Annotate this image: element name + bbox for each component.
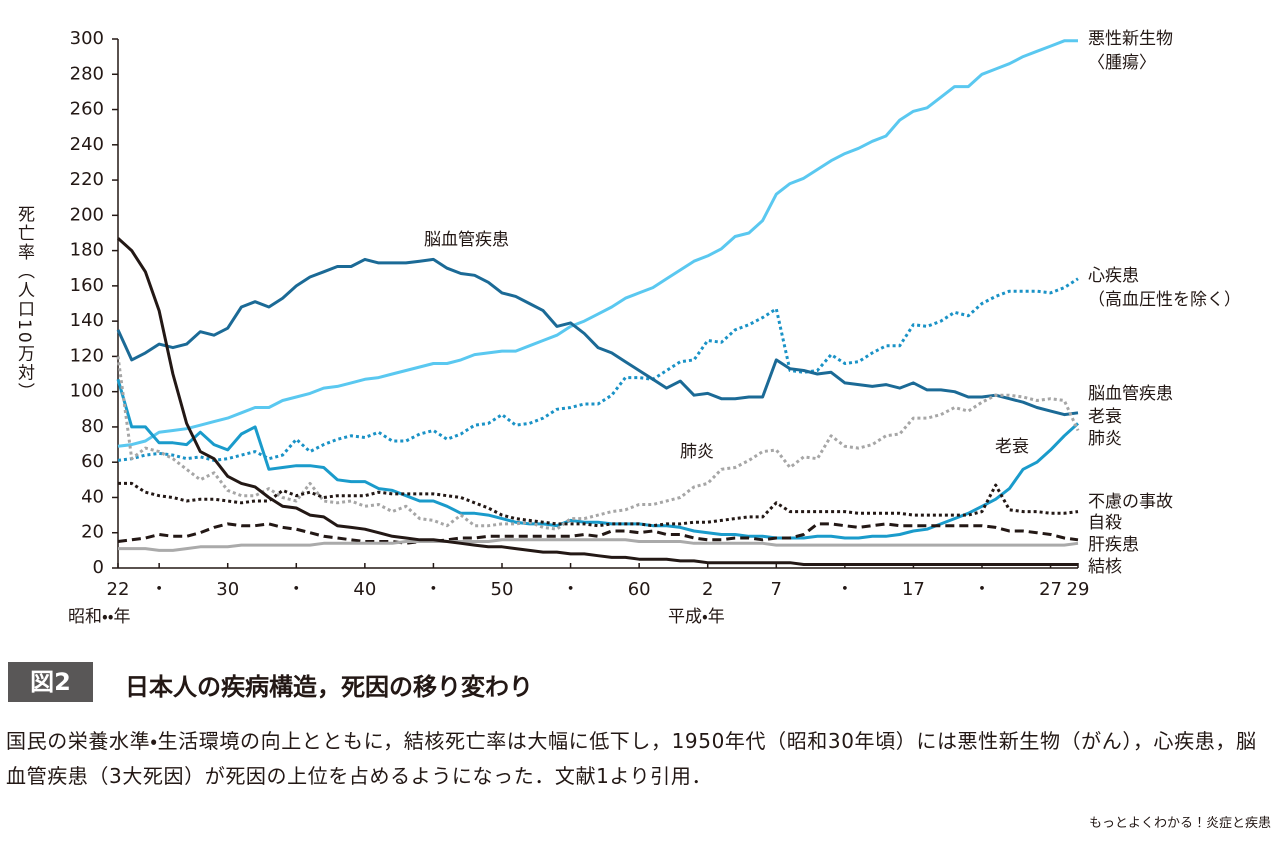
x-tick-label: ・	[424, 579, 442, 600]
figure-title: 日本人の疾病構造，死因の移り変わり	[125, 673, 533, 701]
series-label: 肺炎	[1088, 429, 1122, 449]
y-tick-label: 300	[70, 28, 104, 49]
y-tick-label: 80	[81, 416, 104, 437]
series-line	[116, 378, 1080, 540]
y-axis-label: 死亡率（人口10万対）	[14, 205, 34, 402]
y-tick-label: 120	[70, 345, 104, 366]
x-tick-label: 22	[107, 579, 130, 600]
y-tick-label: 200	[70, 204, 104, 225]
y-tick-label: 20	[81, 522, 104, 543]
y-tick-label: 240	[70, 134, 104, 155]
y-tick-label: 260	[70, 99, 104, 120]
figure-caption: 国民の栄養水準・生活環境の向上とともに，結核死亡率は大幅に低下し，1950年代（…	[6, 729, 1257, 788]
series-line	[117, 522, 1079, 545]
series-label: 脳血管疾患	[1088, 384, 1173, 404]
x-tick-label: 30	[216, 579, 239, 600]
series-line	[116, 257, 1079, 417]
y-tick-label: 0	[93, 557, 104, 578]
series-line	[116, 237, 1078, 566]
x-tick-label: 29	[1067, 579, 1090, 600]
source: もっとよくわかる！炎症と疾患	[1088, 816, 1271, 831]
x-tick-label: 7	[771, 579, 782, 600]
chart: 0204060801001201401601802002202402602803…	[68, 28, 1090, 627]
y-tick-label: 140	[70, 310, 104, 331]
y-tick-label: 40	[81, 486, 104, 507]
y-tick-label: 220	[70, 169, 104, 190]
series-label: 結核	[1088, 557, 1122, 577]
x-tick-label: 17	[902, 579, 925, 600]
x-tick-label: 60	[628, 579, 651, 600]
x-tick-label: 50	[491, 579, 514, 600]
x-tick-label: ・	[150, 579, 168, 600]
x-tick-label: 27	[1039, 579, 1062, 600]
figure-label: 図2	[8, 662, 93, 702]
series-label: 不慮の事故	[1088, 492, 1173, 512]
annotation: 肺炎	[680, 442, 714, 462]
x-tick-label: ・	[973, 579, 991, 600]
series-label: 老衰	[1088, 407, 1122, 427]
series-label: 悪性新生物 〈腫瘍〉	[1088, 29, 1173, 73]
x-tick-label: 40	[353, 579, 376, 600]
series-line	[117, 277, 1079, 462]
era-label: 昭和・・年	[68, 607, 131, 627]
y-tick-label: 160	[70, 275, 104, 296]
annotation: 老衰	[995, 437, 1029, 457]
series-line	[116, 356, 1080, 531]
y-tick-label: 180	[70, 240, 104, 261]
series-line	[118, 481, 1079, 528]
series-label: 心疾患 （高血圧性を除く）	[1088, 266, 1241, 310]
y-tick-label: 60	[81, 451, 104, 472]
x-tick-label: ・	[287, 579, 305, 600]
era-label: 平成・年	[668, 607, 725, 627]
annotation: 脳血管疾患	[424, 230, 509, 250]
x-tick-label: ・	[562, 579, 580, 600]
series-label: 肝疾患	[1088, 535, 1139, 555]
x-tick-label: 2	[702, 579, 713, 600]
series-label: 自殺	[1088, 513, 1122, 533]
x-tick-label: ・	[836, 579, 854, 600]
y-tick-label: 280	[70, 63, 104, 84]
series-line	[117, 39, 1078, 448]
y-tick-label: 100	[70, 381, 104, 402]
series-line	[118, 538, 1079, 552]
